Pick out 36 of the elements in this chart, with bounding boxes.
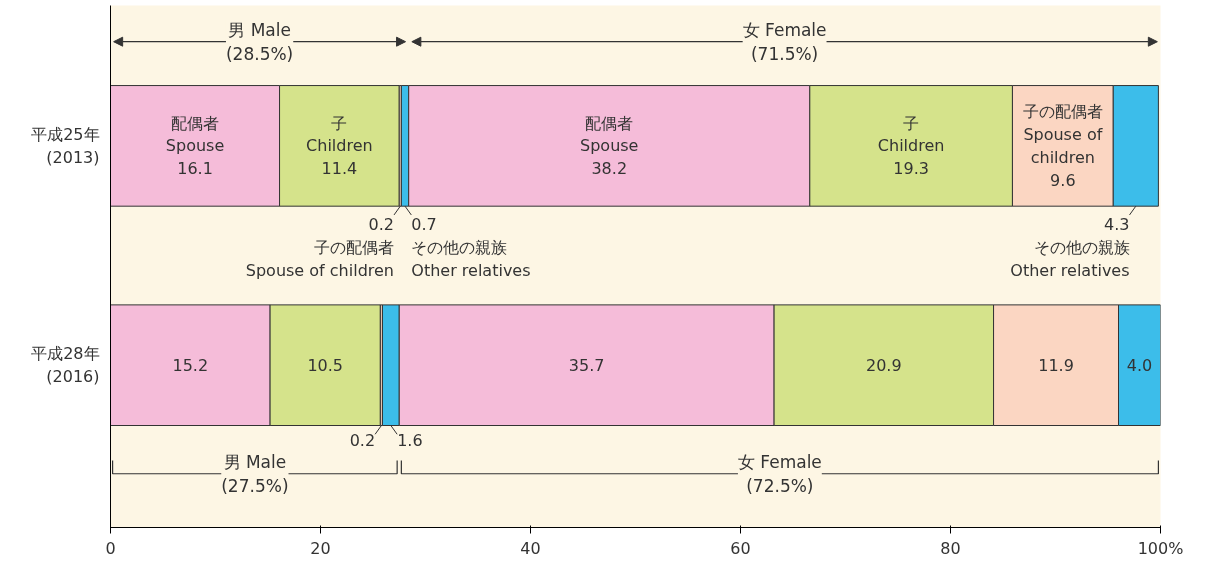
data-label: 10.5 [307,356,344,376]
x-tick-label: 40 [520,538,541,558]
data-label: 4.0 [1126,356,1153,376]
series-label: 子 Children [877,113,945,156]
x-tick-label: 80 [940,538,961,558]
series-label: 子の配偶者 Spouse of children [1022,102,1103,167]
series-label: その他の親族 Other relatives [1010,237,1130,280]
series-label: 子の配偶者 Spouse of children [245,237,395,280]
data-label: 11.9 [1038,356,1074,376]
series-label: その他の親族 Other relatives [411,237,531,280]
data-label: 0.7 [411,214,437,234]
data-label: 19.3 [893,159,929,179]
series-label: 配偶者 Spouse [165,113,225,156]
data-label: 1.6 [397,431,423,451]
data-label: 11.4 [321,159,358,179]
data-label: 16.1 [177,159,213,179]
annotation: 女 Female (71.5%) [742,19,827,64]
data-label: 0.2 [349,431,376,451]
x-tick-label: 20 [310,538,331,558]
series-label: 配偶者 Spouse [580,113,639,156]
data-label: 0.2 [368,214,395,234]
annotation: 女 Female (72.5%) [737,451,822,496]
annotation: 男 Male (27.5%) [221,451,289,496]
data-label: 9.6 [1050,170,1076,190]
x-tick-label: 60 [730,538,751,558]
x-tick-label: 100% [1137,538,1184,558]
annotation: 男 Male (28.5%) [225,19,294,64]
data-label: 15.2 [172,356,209,376]
data-label: 4.3 [1104,214,1130,234]
y-tick-label: 平成28年 (2016) [31,344,100,387]
y-tick-label: 平成25年 (2013) [31,124,100,167]
series-label: 子 Children [306,113,373,156]
data-label: 38.2 [591,159,628,179]
x-tick-label: 0 [105,538,116,558]
data-label: 35.7 [568,356,605,376]
data-label: 20.9 [866,356,902,376]
